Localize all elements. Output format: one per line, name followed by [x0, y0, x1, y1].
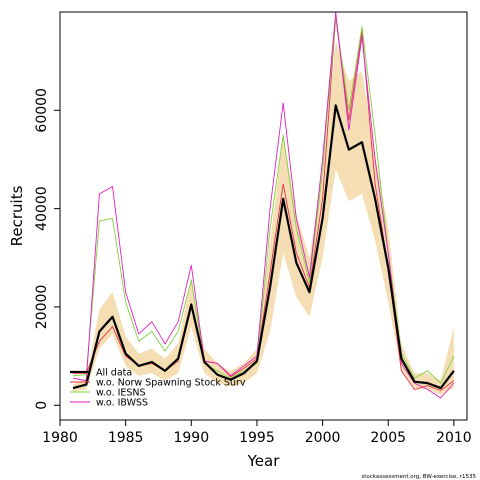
series-line-all-data	[72, 104, 455, 390]
series-layer	[72, 12, 455, 399]
y-axis: 0 20000 40000 60000	[34, 88, 60, 410]
y-tick-label: 60000	[34, 88, 50, 133]
series-line-w-o-ibwss	[73, 12, 455, 399]
x-axis-title: Year	[247, 452, 281, 470]
x-tick-label: 2010	[436, 430, 472, 446]
plot-frame	[59, 11, 468, 421]
x-tick-label: 2000	[305, 430, 341, 446]
x-tick-label: 1995	[239, 430, 275, 446]
y-tick-label: 40000	[34, 186, 50, 231]
footnote: stockassessment.org, BW-exercise, r1535	[361, 474, 476, 480]
legend-label: All data	[96, 368, 132, 379]
legend-label: w.o. Norw Spawning Stock Surv	[96, 378, 246, 389]
y-tick-label: 20000	[34, 285, 50, 330]
x-tick-label: 1985	[108, 430, 144, 446]
legend-label: w.o. IESNS	[96, 388, 146, 399]
x-tick-label: 2005	[370, 430, 406, 446]
x-axis: 1980 1985 1990 1995 2000 2005 2010	[42, 420, 472, 446]
y-tick-label: 0	[34, 401, 50, 410]
y-axis-title: Recruits	[8, 185, 26, 246]
legend-label: w.o. IBWSS	[96, 398, 148, 409]
confidence-band	[73, 41, 454, 395]
x-tick-label: 1980	[42, 430, 78, 446]
x-tick-label: 1990	[173, 430, 209, 446]
confidence-band-layer	[73, 41, 454, 395]
